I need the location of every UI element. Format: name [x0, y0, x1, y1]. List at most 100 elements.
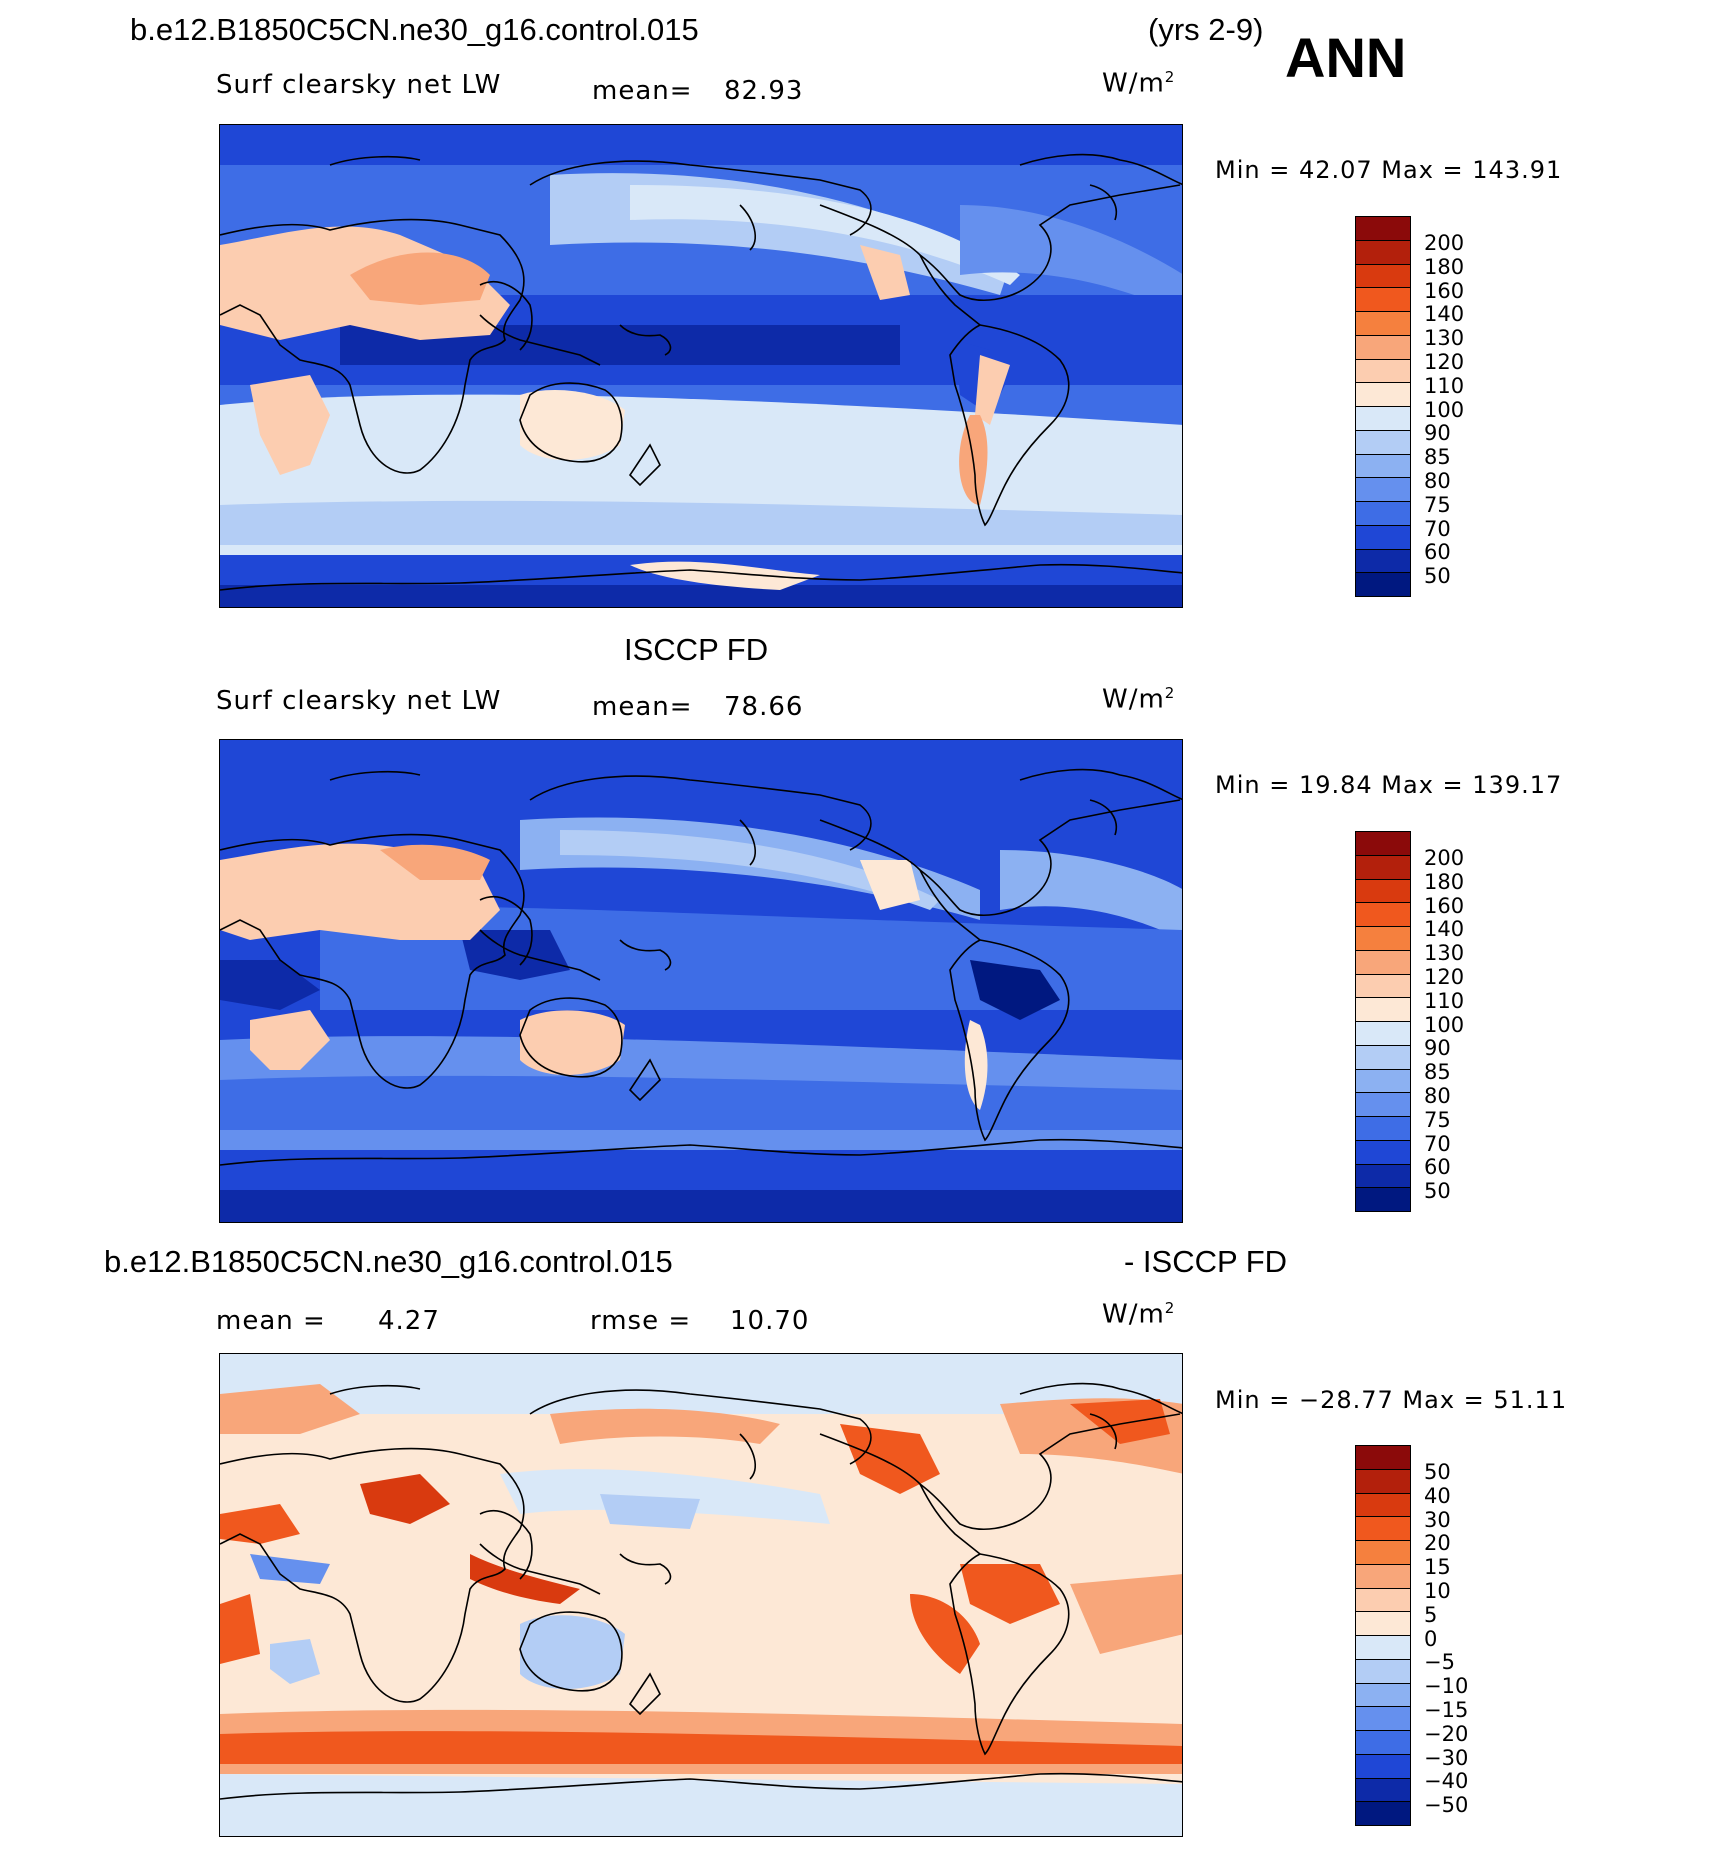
cbar2-box-0 — [1356, 832, 1410, 856]
cbar3-box-12 — [1356, 1731, 1410, 1755]
panel1-minmax: Min = 42.07 Max = 143.91 — [1215, 156, 1563, 184]
panel2-variable: Surf clearsky net LW — [216, 686, 502, 716]
cbar2-box-14 — [1356, 1164, 1410, 1189]
cbar3-label: −30 — [1424, 1745, 1469, 1770]
cbar2-box-12 — [1356, 1117, 1410, 1141]
cbar3-box-7 — [1356, 1612, 1410, 1636]
cbar1-label: 90 — [1424, 421, 1451, 446]
cbar1-box-7 — [1356, 383, 1410, 407]
cbar3-box-13 — [1356, 1754, 1410, 1779]
cbar2-box-7 — [1356, 998, 1410, 1022]
cbar2-box-5 — [1356, 950, 1410, 975]
cbar3-label: −5 — [1424, 1650, 1455, 1675]
cbar2-box-10 — [1356, 1069, 1410, 1094]
cbar1-label: 100 — [1424, 397, 1465, 422]
cbar3-box-9 — [1356, 1659, 1410, 1684]
cbar2-box-6 — [1356, 974, 1410, 999]
panel1-units: W/m2 — [1102, 68, 1176, 99]
cbar3-box-0 — [1356, 1446, 1410, 1470]
cbar3-box-3 — [1356, 1517, 1410, 1541]
cbar2-label: 130 — [1424, 941, 1465, 966]
panel3-mean-value: 4.27 — [378, 1306, 440, 1336]
cbar2-label: 70 — [1424, 1131, 1451, 1156]
cbar1-box-3 — [1356, 288, 1410, 312]
panel3-units: W/m2 — [1102, 1299, 1176, 1330]
cbar3-box-5 — [1356, 1564, 1410, 1589]
cbar3-label: −50 — [1424, 1793, 1469, 1818]
panel3-colorbar — [1355, 1445, 1411, 1826]
cbar1-label: 80 — [1424, 469, 1451, 493]
panel1-mean-value: 82.93 — [724, 76, 804, 106]
cbar2-label: 85 — [1424, 1060, 1451, 1085]
panel3-mean-label: mean = — [216, 1306, 326, 1336]
cbar1-label: 140 — [1424, 302, 1465, 327]
panel2-field — [220, 740, 1182, 1222]
cbar1-box-15 — [1356, 573, 1410, 596]
cbar3-box-6 — [1356, 1588, 1410, 1613]
cbar2-box-11 — [1356, 1093, 1410, 1117]
cbar3-label: 15 — [1424, 1555, 1451, 1580]
cbar1-label: 50 — [1424, 564, 1451, 589]
cbar3-box-10 — [1356, 1683, 1410, 1708]
cbar2-label: 100 — [1424, 1012, 1465, 1037]
cbar1-box-9 — [1356, 430, 1410, 455]
panel3-field — [220, 1354, 1182, 1836]
cbar1-box-13 — [1356, 525, 1410, 550]
panel3-map — [219, 1353, 1183, 1837]
panel2-title: ISCCP FD — [624, 632, 769, 667]
cbar1-label: 180 — [1424, 254, 1465, 279]
panel1-map — [219, 124, 1183, 608]
panel2-colorbar — [1355, 831, 1411, 1212]
cbar1-box-10 — [1356, 454, 1410, 479]
cbar1-label: 110 — [1424, 373, 1465, 398]
cbar2-label: 110 — [1424, 988, 1465, 1013]
cbar1-box-11 — [1356, 478, 1410, 502]
cbar3-label: 50 — [1424, 1460, 1451, 1484]
cbar3-label: −10 — [1424, 1674, 1469, 1699]
cbar1-label: 85 — [1424, 445, 1451, 470]
case-title: b.e12.B1850C5CN.ne30_g16.control.015 — [130, 12, 699, 47]
cbar3-label: 40 — [1424, 1483, 1451, 1508]
cbar3-label: 0 — [1424, 1626, 1438, 1651]
cbar3-box-2 — [1356, 1493, 1410, 1518]
season-label: ANN — [1285, 26, 1407, 89]
cbar1-box-8 — [1356, 407, 1410, 431]
panel3-rmse-value: 10.70 — [730, 1306, 810, 1336]
cbar1-label: 160 — [1424, 278, 1465, 303]
cbar3-box-15 — [1356, 1802, 1410, 1825]
cbar1-box-6 — [1356, 359, 1410, 384]
cbar2-label: 120 — [1424, 965, 1465, 989]
cbar2-label: 50 — [1424, 1179, 1451, 1204]
cbar3-label: −40 — [1424, 1769, 1469, 1794]
cbar1-label: 70 — [1424, 516, 1451, 541]
cbar3-label: −15 — [1424, 1698, 1469, 1722]
cbar3-box-14 — [1356, 1778, 1410, 1803]
cbar2-box-15 — [1356, 1188, 1410, 1211]
cbar2-box-2 — [1356, 879, 1410, 904]
cbar3-label: 10 — [1424, 1579, 1451, 1603]
panel1-field — [220, 125, 1182, 607]
cbar2-label: 75 — [1424, 1107, 1451, 1132]
cbar1-label: 200 — [1424, 231, 1465, 255]
cbar1-box-5 — [1356, 335, 1410, 360]
cbar3-label: 5 — [1424, 1602, 1438, 1627]
cbar3-box-11 — [1356, 1707, 1410, 1731]
cbar2-label: 180 — [1424, 869, 1465, 894]
cbar1-box-1 — [1356, 240, 1410, 265]
cbar2-label: 90 — [1424, 1036, 1451, 1061]
cbar2-label: 60 — [1424, 1155, 1451, 1180]
years-label: (yrs 2-9) — [1148, 12, 1264, 47]
cbar3-label: 30 — [1424, 1507, 1451, 1532]
panel2-minmax: Min = 19.84 Max = 139.17 — [1215, 771, 1563, 799]
panel2-map — [219, 739, 1183, 1223]
cbar1-box-4 — [1356, 312, 1410, 336]
panel1-mean-label: mean= — [592, 76, 693, 106]
panel3-title-left: b.e12.B1850C5CN.ne30_g16.control.015 — [104, 1244, 673, 1279]
panel1-variable: Surf clearsky net LW — [216, 70, 502, 100]
panel2-mean-value: 78.66 — [724, 692, 804, 722]
cbar2-label: 80 — [1424, 1084, 1451, 1108]
cbar3-box-4 — [1356, 1541, 1410, 1565]
cbar2-label: 200 — [1424, 846, 1465, 870]
cbar2-box-8 — [1356, 1022, 1410, 1046]
cbar1-label: 60 — [1424, 540, 1451, 565]
